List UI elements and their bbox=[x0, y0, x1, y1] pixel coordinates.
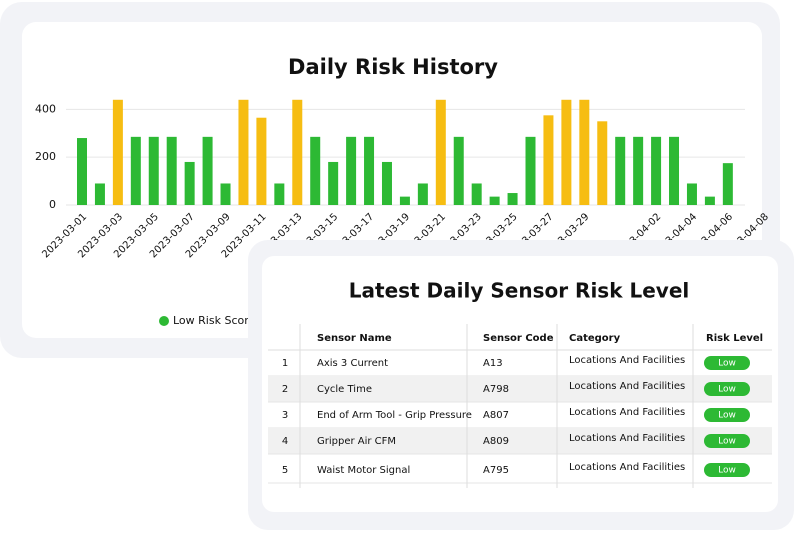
y-tick-label: 400 bbox=[35, 102, 56, 115]
risk-pill bbox=[704, 434, 750, 448]
cell: A809 bbox=[483, 436, 509, 447]
bar bbox=[202, 136, 213, 205]
bar bbox=[256, 117, 267, 205]
bar bbox=[166, 136, 177, 205]
cell: A807 bbox=[483, 410, 509, 421]
bar bbox=[651, 136, 662, 205]
bar bbox=[722, 163, 733, 205]
column-header: Sensor Name bbox=[317, 333, 392, 344]
cell: A795 bbox=[483, 465, 509, 476]
bar bbox=[364, 136, 375, 205]
cell: Gripper Air CFM bbox=[317, 436, 396, 447]
bar bbox=[435, 99, 446, 205]
cell: A13 bbox=[483, 358, 503, 369]
cell: Cycle Time bbox=[317, 384, 372, 395]
bar bbox=[489, 196, 500, 205]
bar bbox=[507, 193, 518, 205]
bar bbox=[525, 136, 536, 205]
bar bbox=[597, 121, 608, 205]
bar bbox=[615, 136, 626, 205]
bar bbox=[471, 183, 482, 205]
bar bbox=[453, 136, 464, 205]
bar bbox=[381, 161, 392, 205]
bar bbox=[274, 183, 285, 205]
bar bbox=[669, 136, 680, 205]
chart-title: Daily Risk History bbox=[288, 55, 498, 79]
bar bbox=[704, 196, 715, 205]
bar bbox=[310, 136, 321, 205]
risk-level: Low bbox=[718, 385, 736, 395]
bar bbox=[346, 136, 357, 205]
cell: Locations And Facilities bbox=[569, 407, 685, 418]
bar bbox=[328, 161, 339, 205]
bar bbox=[399, 196, 410, 205]
risk-pill bbox=[704, 463, 750, 477]
row-index: 1 bbox=[282, 358, 288, 369]
bar bbox=[77, 138, 87, 205]
cell: Locations And Facilities bbox=[569, 462, 685, 473]
row-index: 3 bbox=[282, 410, 288, 421]
bar bbox=[148, 136, 159, 205]
bar bbox=[579, 99, 590, 205]
y-tick-label: 0 bbox=[49, 198, 56, 211]
risk-pill bbox=[704, 356, 750, 370]
table-title: Latest Daily Sensor Risk Level bbox=[349, 279, 689, 303]
cell: A798 bbox=[483, 384, 509, 395]
risk-level: Low bbox=[718, 466, 736, 476]
row-index: 2 bbox=[282, 384, 288, 395]
bar bbox=[633, 136, 644, 205]
bar bbox=[417, 183, 428, 205]
y-tick-label: 200 bbox=[35, 150, 56, 163]
column-header: Category bbox=[569, 333, 621, 344]
bar bbox=[292, 99, 303, 205]
bar bbox=[184, 161, 195, 205]
row-index: 4 bbox=[282, 436, 288, 447]
row-stripe bbox=[268, 376, 772, 402]
legend-swatch bbox=[159, 316, 169, 326]
cell: Waist Motor Signal bbox=[317, 465, 410, 476]
bar bbox=[686, 183, 697, 205]
bar bbox=[130, 136, 141, 205]
risk-pill bbox=[704, 408, 750, 422]
column-header: Risk Level bbox=[706, 333, 763, 344]
bar bbox=[112, 99, 123, 205]
column-header: Sensor Code bbox=[483, 333, 554, 344]
bar bbox=[238, 99, 249, 205]
risk-level: Low bbox=[718, 437, 736, 447]
cell: Locations And Facilities bbox=[569, 355, 685, 366]
row-stripe bbox=[268, 428, 772, 454]
cell: End of Arm Tool - Grip Pressure bbox=[317, 410, 472, 421]
row-index: 5 bbox=[282, 465, 288, 476]
cell: Locations And Facilities bbox=[569, 381, 685, 392]
legend-label: Low Risk Score bbox=[173, 314, 255, 327]
risk-pill bbox=[704, 382, 750, 396]
bar bbox=[543, 115, 554, 205]
risk-level: Low bbox=[718, 411, 736, 421]
table: Sensor Name Sensor Code Category Risk Level… bbox=[268, 324, 772, 488]
cell: Locations And Facilities bbox=[569, 433, 685, 444]
cell: Axis 3 Current bbox=[317, 358, 388, 369]
bar bbox=[561, 99, 572, 205]
bar bbox=[220, 183, 231, 205]
risk-level: Low bbox=[718, 359, 736, 369]
bar bbox=[94, 183, 105, 205]
